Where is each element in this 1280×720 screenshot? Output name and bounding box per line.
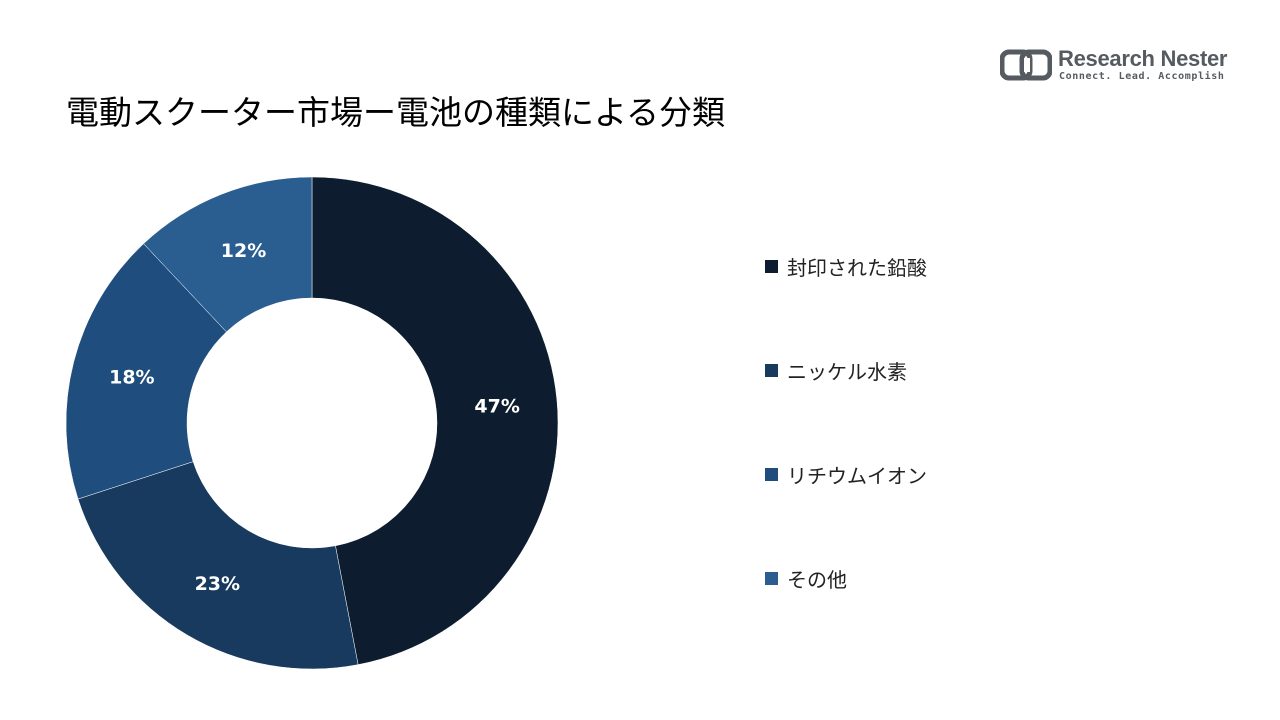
legend-label: 封印された鉛酸 bbox=[787, 255, 927, 280]
legend-item: リチウムイオン bbox=[765, 456, 927, 492]
legend-item: 封印された鉛酸 bbox=[765, 248, 927, 284]
legend-item: ニッケル水素 bbox=[765, 352, 927, 388]
page-title: 電動スクーター市場ー電池の種類による分類 bbox=[66, 93, 726, 132]
slice-value-label: 12% bbox=[221, 240, 266, 262]
legend-swatch bbox=[765, 467, 778, 481]
legend-label: その他 bbox=[787, 567, 847, 592]
legend-swatch bbox=[765, 259, 778, 273]
donut-slice-3 bbox=[65, 243, 227, 500]
donut-slice-1 bbox=[311, 176, 559, 665]
logo-name-light: Nester bbox=[1160, 46, 1228, 71]
logo-tagline: Connect. Lead. Accomplish bbox=[1059, 71, 1225, 82]
logo-name-bold: Research bbox=[1058, 46, 1155, 71]
slice-value-label: 18% bbox=[109, 367, 154, 389]
logo-name: Research Nester bbox=[1058, 46, 1227, 72]
logo-mark-icon bbox=[1000, 49, 1052, 81]
slice-value-label: 47% bbox=[474, 395, 519, 417]
chart-legend: 封印された鉛酸 ニッケル水素 リチウムイオン その他 bbox=[765, 248, 927, 664]
research-nester-logo: Research Nester Connect. Lead. Accomplis… bbox=[1000, 46, 1230, 86]
donut-slice-2 bbox=[77, 461, 359, 670]
legend-item: その他 bbox=[765, 560, 927, 596]
legend-label: ニッケル水素 bbox=[787, 359, 907, 384]
legend-swatch bbox=[765, 571, 778, 585]
legend-swatch bbox=[765, 363, 778, 377]
slice-value-label: 23% bbox=[195, 573, 240, 595]
donut-slice-4 bbox=[143, 176, 313, 333]
legend-label: リチウムイオン bbox=[787, 463, 927, 488]
